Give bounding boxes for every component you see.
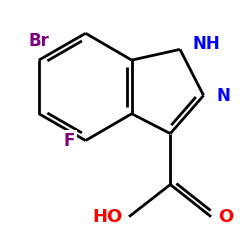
Text: Br: Br	[28, 32, 49, 50]
Text: N: N	[216, 86, 230, 104]
Text: HO: HO	[92, 208, 122, 226]
Text: NH: NH	[193, 35, 220, 53]
Text: O: O	[218, 208, 234, 226]
Text: F: F	[64, 132, 75, 150]
